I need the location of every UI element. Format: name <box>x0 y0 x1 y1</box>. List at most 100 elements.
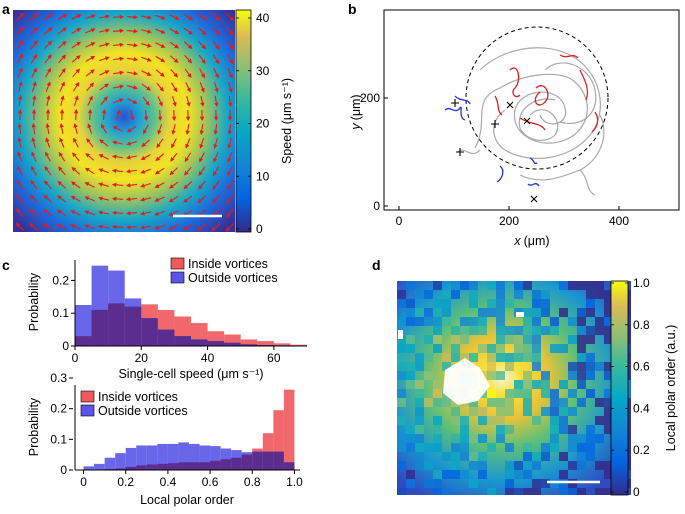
bar-overlap <box>252 451 263 470</box>
polar-order-cell <box>487 371 496 380</box>
low-density-hole <box>516 312 524 317</box>
velocity-arrow <box>99 139 109 147</box>
velocity-arrow <box>226 26 234 36</box>
bar-outside <box>146 445 158 470</box>
polar-order-cell <box>487 416 496 425</box>
bar-inside <box>273 410 284 470</box>
plus-marker <box>456 148 464 156</box>
polar-order-cell <box>496 353 505 362</box>
velocity-arrow <box>99 70 110 76</box>
polar-order-cell <box>406 479 415 488</box>
velocity-arrow <box>125 169 138 174</box>
polar-order-cell <box>523 443 532 452</box>
polar-order-cell <box>487 299 496 308</box>
polar-order-cell <box>541 479 550 488</box>
polar-order-cell <box>442 452 451 461</box>
bar-overlap <box>136 465 147 470</box>
velocity-arrow <box>115 109 121 120</box>
polar-order-cell <box>451 407 460 416</box>
polar-order-cell <box>433 425 442 434</box>
velocity-arrow <box>32 94 37 107</box>
velocity-arrow <box>140 211 151 216</box>
polar-order-cell <box>406 380 415 389</box>
velocity-arrow <box>154 224 165 230</box>
polar-order-cell <box>415 452 424 461</box>
velocity-arrow <box>99 56 110 62</box>
velocity-arrow <box>125 224 138 230</box>
velocity-arrow <box>59 137 65 148</box>
plus-marker <box>451 99 459 107</box>
ylabel-var: y <box>349 123 363 131</box>
polar-order-cell <box>586 362 595 371</box>
polar-order-cell <box>424 479 433 488</box>
polar-order-cell <box>604 371 613 380</box>
polar-order-cell <box>478 416 487 425</box>
polar-order-cell <box>460 416 469 425</box>
polar-order-cell <box>595 362 604 371</box>
velocity-arrow <box>30 180 38 190</box>
velocity-arrow <box>71 55 81 63</box>
bar-overlap <box>199 462 211 470</box>
legend-c2: Inside vortices Outside vortices <box>80 390 188 418</box>
cross-marker <box>523 117 531 125</box>
velocity-arrow <box>44 40 53 50</box>
velocity-arrow <box>126 57 139 62</box>
velocity-arrow <box>157 96 163 107</box>
polar-order-cell <box>523 407 532 416</box>
polar-order-cell <box>541 407 550 416</box>
polar-order-cell <box>415 425 424 434</box>
polar-order-cell <box>568 389 577 398</box>
low-density-hole <box>443 358 490 405</box>
polar-order-cell <box>451 290 460 299</box>
velocity-arrow <box>15 222 25 231</box>
velocity-arrow <box>111 182 124 188</box>
axis-b-ytick-label: 200 <box>360 91 380 105</box>
legend-swatch-outside <box>170 271 185 284</box>
bar-overlap <box>241 454 253 470</box>
bar-outside <box>199 445 211 470</box>
polar-order-cell <box>604 407 613 416</box>
velocity-arrow <box>17 165 23 176</box>
polar-order-cell <box>604 425 613 434</box>
polar-order-cell <box>406 281 415 290</box>
bar-overlap <box>283 462 295 470</box>
velocity-arrow <box>45 67 52 78</box>
polar-order-cell <box>505 425 514 434</box>
vortex-speed-field <box>13 10 235 232</box>
velocity-arrow <box>140 182 151 188</box>
polar-order-cell <box>478 434 487 443</box>
panel-label-c: c <box>2 257 10 273</box>
velocity-arrow <box>43 180 52 190</box>
velocity-arrow <box>17 122 22 135</box>
velocity-arrow <box>227 152 233 163</box>
velocity-arrow <box>141 83 151 91</box>
velocity-arrow <box>98 182 109 187</box>
blue-trajectories <box>444 95 540 187</box>
polar-order-cell <box>397 290 406 299</box>
polar-order-cell <box>604 326 613 335</box>
velocity-arrow <box>15 208 24 218</box>
polar-order-cell <box>595 461 604 470</box>
polar-order-cell <box>523 380 532 389</box>
polar-order-cell <box>541 452 550 461</box>
ytick-label: 0.3 <box>50 371 67 385</box>
velocity-arrow <box>70 224 81 230</box>
polar-order-cell <box>469 452 478 461</box>
velocity-arrow <box>200 95 205 107</box>
velocity-arrow <box>197 223 207 231</box>
polar-order-cell <box>460 353 469 362</box>
velocity-arrow <box>85 14 96 20</box>
velocity-arrow <box>31 151 37 162</box>
bar-overlap <box>273 451 284 470</box>
velocity-arrow <box>16 194 24 204</box>
velocity-arrow <box>57 13 68 21</box>
velocity-arrow <box>57 41 67 49</box>
polar-order-cell <box>424 443 433 452</box>
velocity-arrow <box>85 42 96 48</box>
polar-order-cell <box>451 353 460 362</box>
velocity-arrow <box>198 54 206 64</box>
velocity-arrow <box>182 224 193 231</box>
polar-order-cell <box>559 344 568 353</box>
velocity-arrow <box>112 140 123 145</box>
velocity-arrow <box>112 70 125 75</box>
